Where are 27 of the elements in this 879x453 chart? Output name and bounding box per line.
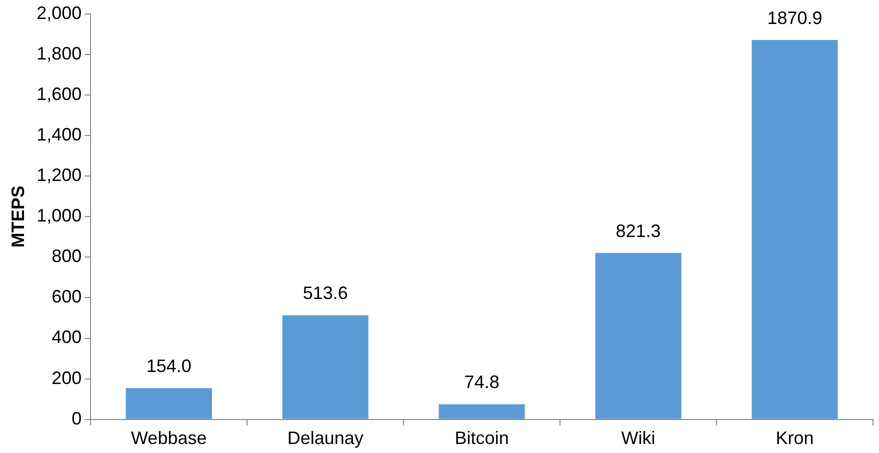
x-tick-label: Delaunay — [287, 428, 364, 448]
y-tick-label: 1,400 — [36, 124, 82, 144]
data-label: 513.6 — [302, 283, 348, 304]
data-label: 1870.9 — [767, 8, 822, 28]
y-tick-label: 400 — [52, 327, 82, 348]
bar — [438, 404, 525, 419]
y-tick-label: 1,600 — [36, 84, 82, 104]
bar — [282, 315, 368, 419]
x-tick-label: Webbase — [131, 428, 207, 448]
x-tick-label: Wiki — [621, 428, 656, 448]
data-label: 821.3 — [616, 220, 661, 241]
bar — [126, 388, 212, 419]
bar — [595, 252, 682, 419]
y-tick-label: 1,800 — [36, 43, 82, 64]
x-tick-label: Kron — [776, 428, 814, 448]
y-tick-label: 200 — [52, 368, 82, 388]
y-axis-title: MTEPS — [8, 186, 28, 248]
bar — [752, 40, 838, 419]
y-tick-label: 2,000 — [36, 2, 82, 23]
y-tick-label: 0 — [72, 408, 82, 428]
y-tick-label: 800 — [52, 246, 82, 266]
y-tick-label: 600 — [52, 286, 82, 307]
x-tick-label: Bitcoin — [454, 428, 509, 448]
data-label: 154.0 — [146, 356, 192, 376]
data-label: 74.8 — [464, 372, 500, 392]
y-tick-label: 1,000 — [36, 206, 82, 226]
y-tick-label: 1,200 — [36, 165, 82, 186]
